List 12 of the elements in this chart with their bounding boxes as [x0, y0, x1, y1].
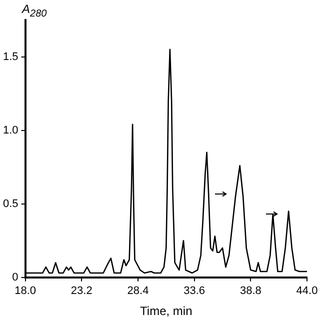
x-tick-label: 28.4 [127, 285, 149, 298]
x-tick-label: 23.2 [70, 285, 92, 298]
x-tick-label: 38.8 [240, 285, 262, 298]
y-axis-title: A$_{280}$ [22, 2, 47, 20]
y-tick-label: 1.5 [2, 50, 18, 63]
x-tick-label: 44.0 [296, 285, 318, 298]
y-tick-label: 0.5 [2, 198, 18, 210]
x-tick-label: 33.6 [184, 285, 206, 298]
y-tick-label: 1.0 [2, 124, 18, 136]
y-tick-label: 0 [12, 271, 18, 284]
x-axis-title: Time, min [140, 304, 192, 318]
x-tick-label: 18.0 [14, 285, 36, 298]
